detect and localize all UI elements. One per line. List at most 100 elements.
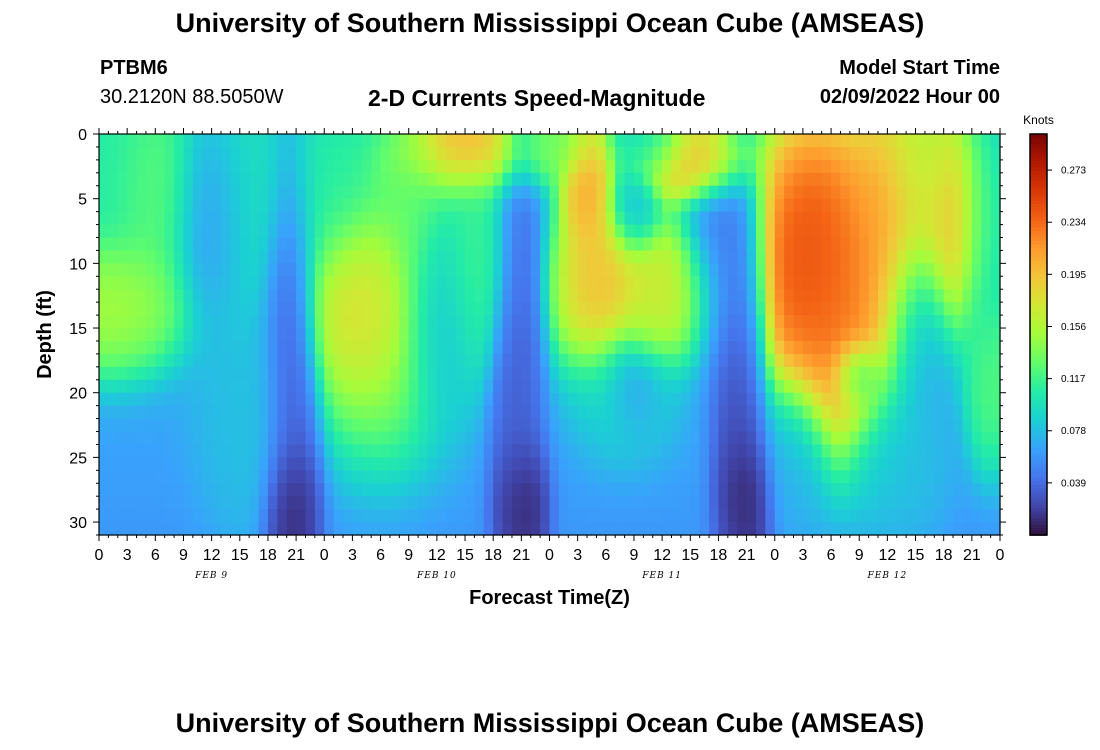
heatmap-cell — [784, 328, 795, 342]
heatmap-cell — [633, 224, 644, 239]
heatmap-cell — [652, 418, 663, 433]
heatmap-cell — [821, 496, 832, 510]
heatmap-cell — [136, 392, 147, 407]
heatmap-cell — [511, 483, 522, 497]
heatmap-cell — [117, 159, 128, 174]
heatmap-cell — [784, 405, 795, 420]
heatmap-cell — [887, 302, 898, 316]
heatmap-cell — [718, 250, 729, 264]
heatmap-cell — [690, 159, 701, 174]
heatmap-cell — [877, 250, 888, 264]
heatmap-cell — [737, 237, 748, 252]
heatmap-cell — [727, 444, 738, 458]
heatmap-cell — [427, 483, 438, 497]
heatmap-cell — [718, 159, 729, 174]
heatmap-cell — [953, 211, 964, 226]
heatmap-cell — [305, 198, 316, 213]
heatmap-cell — [971, 134, 982, 148]
heatmap-cell — [296, 211, 307, 226]
heatmap-cell — [296, 146, 307, 161]
heatmap-cell — [971, 340, 982, 355]
heatmap-cell — [418, 185, 429, 200]
heatmap-cell — [709, 172, 720, 187]
heatmap-cell — [305, 211, 316, 226]
heatmap-cell — [765, 431, 776, 446]
heatmap-cell — [211, 172, 222, 187]
colorbar-segment — [1030, 434, 1047, 439]
heatmap-cell — [249, 509, 260, 523]
heatmap-cell — [887, 444, 898, 458]
heatmap-cell — [408, 250, 419, 264]
heatmap-cell — [361, 444, 372, 458]
heatmap-cell — [296, 263, 307, 277]
heatmap-cell — [436, 211, 447, 226]
heatmap-cell — [924, 340, 935, 355]
heatmap-cell — [699, 237, 710, 252]
heatmap-cell — [859, 366, 870, 381]
heatmap-cell — [746, 146, 757, 161]
y-tick-label: 30 — [69, 515, 87, 532]
heatmap-cell — [624, 185, 635, 200]
colorbar-segment — [1030, 257, 1047, 262]
y-tick-label: 15 — [69, 321, 87, 338]
heatmap-cell — [549, 198, 560, 213]
heatmap-cell — [493, 315, 504, 329]
heatmap-cell — [943, 522, 954, 536]
colorbar-segment — [1030, 394, 1047, 399]
heatmap-cell — [934, 289, 945, 303]
heatmap-cell — [887, 496, 898, 510]
heatmap-cell — [709, 444, 720, 458]
heatmap-cell — [755, 185, 766, 200]
heatmap-cell — [192, 444, 203, 458]
heatmap-cell — [633, 405, 644, 420]
heatmap-cell — [239, 315, 250, 329]
heatmap-cell — [690, 289, 701, 303]
heatmap-cell — [727, 328, 738, 342]
heatmap-cell — [877, 276, 888, 290]
heatmap-cell — [802, 211, 813, 226]
heatmap-cell — [483, 496, 494, 510]
heatmap-cell — [971, 237, 982, 252]
heatmap-cell — [521, 134, 532, 148]
heatmap-cell — [249, 392, 260, 407]
heatmap-cell — [784, 172, 795, 187]
heatmap-cell — [887, 198, 898, 213]
heatmap-cell — [587, 211, 598, 226]
heatmap-cell — [774, 405, 785, 420]
heatmap-cell — [361, 509, 372, 523]
heatmap-cell — [558, 509, 569, 523]
heatmap-cell — [915, 224, 926, 239]
heatmap-cell — [389, 172, 400, 187]
heatmap-cell — [652, 172, 663, 187]
heatmap-cell — [802, 250, 813, 264]
heatmap-cell — [493, 224, 504, 239]
colorbar-segment — [1030, 474, 1047, 479]
heatmap-cell — [877, 302, 888, 316]
heatmap-cell — [699, 405, 710, 420]
heatmap-cell — [755, 379, 766, 394]
heatmap-cell — [474, 263, 485, 277]
heatmap-cell — [474, 379, 485, 394]
heatmap-cell — [371, 418, 382, 433]
heatmap-cell — [352, 431, 363, 446]
heatmap-cell — [221, 224, 231, 239]
heatmap-cell — [680, 509, 691, 523]
colorbar-segment — [1030, 210, 1047, 215]
heatmap-cell — [399, 315, 410, 329]
heatmap-cell — [840, 340, 851, 355]
heatmap-cell — [408, 392, 419, 407]
heatmap-cell — [662, 224, 673, 239]
heatmap-cell — [680, 289, 691, 303]
heatmap-cell — [371, 134, 382, 148]
heatmap-cell — [296, 328, 307, 342]
heatmap-cell — [680, 470, 691, 484]
colorbar-segment — [1030, 421, 1047, 426]
heatmap-cell — [174, 379, 185, 394]
heatmap-cell — [183, 457, 194, 471]
heatmap-cell — [277, 483, 288, 497]
heatmap-cell — [868, 302, 879, 316]
heatmap-cell — [540, 328, 551, 342]
heatmap-cell — [540, 340, 551, 355]
heatmap-cell — [624, 134, 635, 148]
colorbar-segment — [1030, 518, 1047, 523]
